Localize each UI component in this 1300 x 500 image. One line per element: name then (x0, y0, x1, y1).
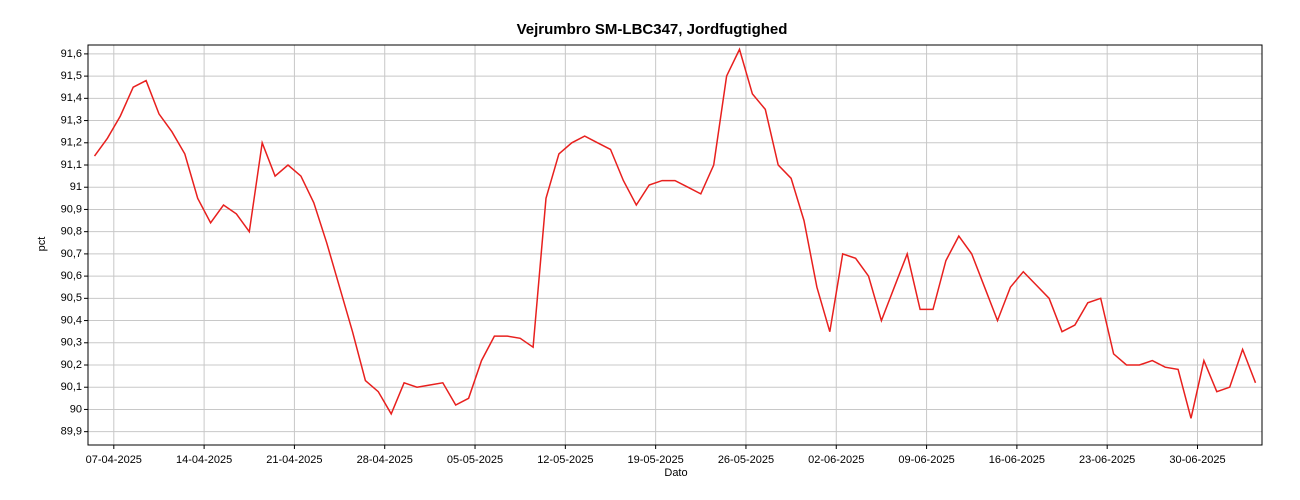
y-tick-label: 90,1 (61, 381, 82, 393)
data-line (93, 47, 1257, 419)
x-tick-label: 02-06-2025 (808, 454, 864, 466)
y-tick-label: 90,4 (61, 314, 82, 326)
x-tick-label: 07-04-2025 (86, 454, 142, 466)
chart-title: Vejrumbro SM-LBC347, Jordfugtighed (517, 21, 788, 38)
x-tick-label: 23-06-2025 (1079, 454, 1135, 466)
y-tick-label: 90,5 (61, 292, 82, 304)
x-tick-label: 16-06-2025 (989, 454, 1045, 466)
y-tick-label: 90,7 (61, 248, 82, 260)
y-tick-label: 90,2 (61, 359, 82, 371)
x-tick-label: 30-06-2025 (1169, 454, 1225, 466)
y-tick-label: 89,9 (61, 426, 82, 438)
y-tick-label: 91,4 (61, 92, 82, 104)
y-tick-label: 91,3 (61, 114, 82, 126)
y-tick-label: 90,8 (61, 226, 82, 238)
plot-frame (87, 44, 1263, 446)
x-tick-label: 21-04-2025 (266, 454, 322, 466)
x-tick-label: 19-05-2025 (628, 454, 684, 466)
y-tick-label: 90 (70, 403, 82, 415)
x-tick-label: 09-06-2025 (898, 454, 954, 466)
y-tick-label: 91,6 (61, 48, 82, 60)
x-tick-label: 26-05-2025 (718, 454, 774, 466)
x-tick-label: 28-04-2025 (357, 454, 413, 466)
y-tick-label: 90,9 (61, 203, 82, 215)
x-tick-label: 05-05-2025 (447, 454, 503, 466)
x-axis-label: Dato (664, 467, 687, 479)
y-tick-label: 91,5 (61, 70, 82, 82)
y-tick-label: 91 (70, 181, 82, 193)
y-tick-label: 90,3 (61, 337, 82, 349)
y-tick-label: 91,2 (61, 137, 82, 149)
x-tick-label: 14-04-2025 (176, 454, 232, 466)
y-axis-label: pct (36, 237, 48, 252)
y-tick-label: 90,6 (61, 270, 82, 282)
y-tick-label: 91,1 (61, 159, 82, 171)
x-tick-label: 12-05-2025 (537, 454, 593, 466)
